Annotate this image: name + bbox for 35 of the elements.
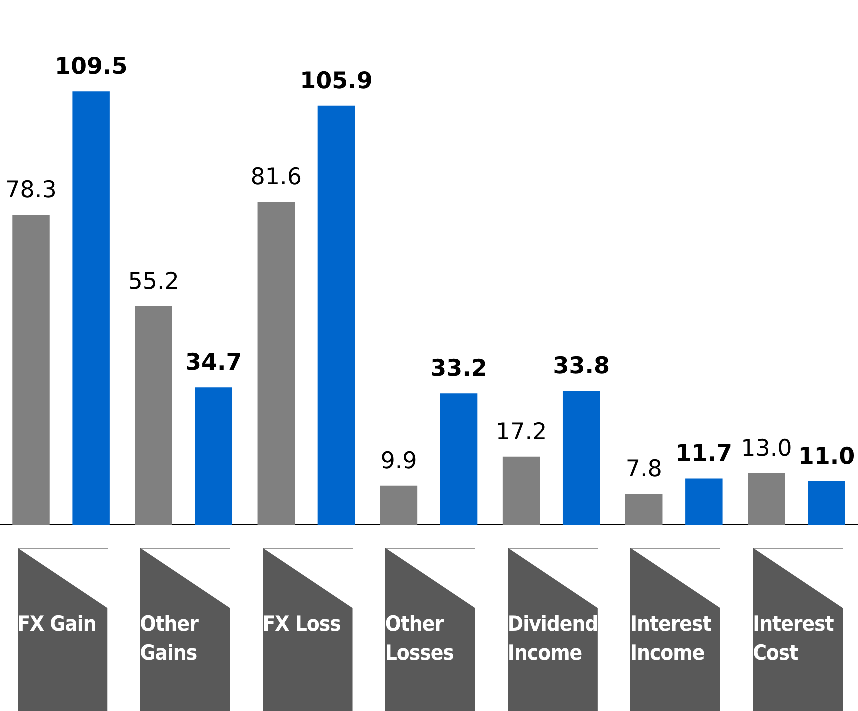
bar [380,486,418,525]
bar [625,494,663,525]
data-label: 109.5 [54,54,128,80]
bar [195,388,233,525]
data-label: 13.0 [741,436,792,462]
data-label: 78.3 [6,178,57,204]
data-label: 81.6 [250,164,302,190]
x-tick-label: FX Loss [262,611,342,638]
bar [135,306,172,525]
data-label: 55.2 [128,268,180,295]
bar [258,202,296,525]
x-tick-label: FX Gain [18,611,98,638]
bar [318,106,356,525]
bar [72,92,110,525]
bar [748,474,786,525]
x-tick-label: Other Gains [140,611,200,667]
x-tick-label: Interest Income [630,611,712,667]
bar [440,394,478,525]
data-label: 7.8 [626,456,662,483]
data-label: 17.2 [496,419,548,446]
data-label: 9.9 [380,448,418,474]
data-label: 33.2 [430,356,488,382]
data-label: 105.9 [300,68,373,94]
data-label: 11.7 [676,441,733,468]
x-tick-label: Interest Cost [753,611,835,667]
x-tick-label: Dividend Income [508,611,600,667]
bar [562,391,600,525]
bar [502,456,540,525]
bar [12,215,50,525]
bar [686,478,723,525]
x-tick-label: Other Losses [385,611,455,667]
bar [808,481,846,525]
data-label: 11.0 [798,444,856,470]
data-label: 33.8 [553,354,610,380]
data-label: 34.7 [186,350,242,376]
